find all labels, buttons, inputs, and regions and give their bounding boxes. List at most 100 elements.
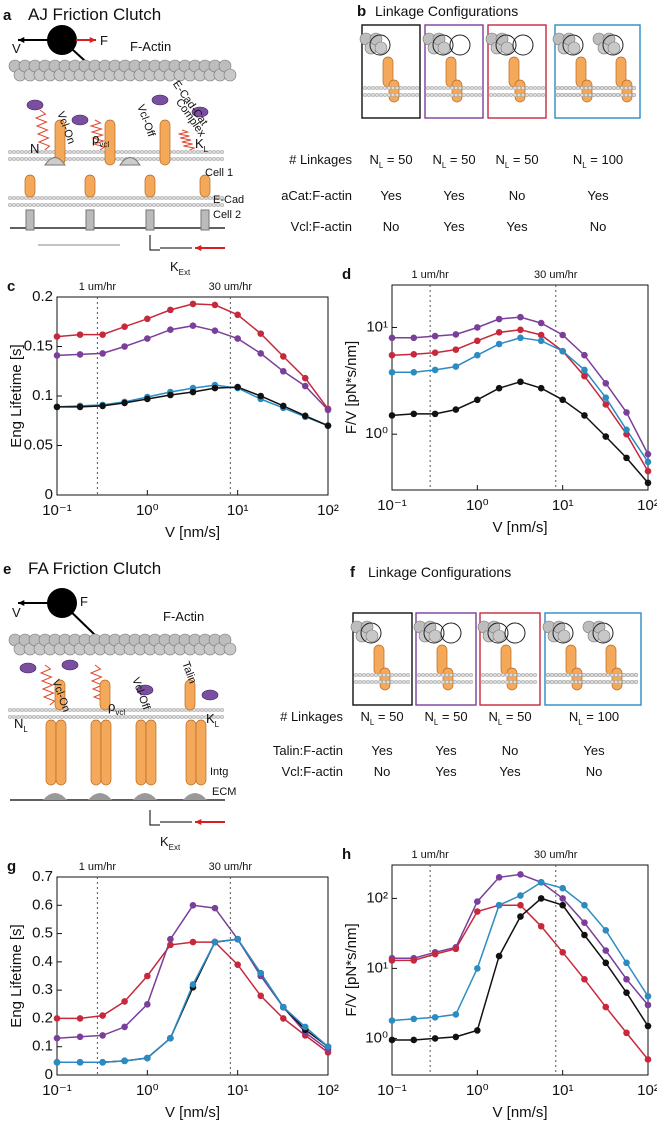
data-point: [602, 947, 610, 954]
cell-part: = 50: [438, 709, 467, 724]
panel-title-part: Linkage Configurations: [368, 564, 511, 580]
schematic-shape: [374, 41, 388, 55]
schematic-shape: [509, 85, 514, 90]
schematic-shape: [195, 715, 200, 720]
data-point: [121, 323, 128, 331]
x-tick-label: 10⁰: [136, 1082, 159, 1099]
x-tick-label: 10²: [637, 497, 657, 514]
schematic-shape: [525, 92, 530, 97]
schematic-shape: [417, 673, 422, 678]
schematic-shape: [19, 662, 37, 674]
schematic-shape: [387, 85, 392, 90]
schematic-shape: [360, 622, 382, 644]
schematic-shape: [449, 673, 454, 678]
schematic-shape: [570, 673, 575, 678]
schematic-shape: [558, 680, 563, 685]
schematic-shape: [175, 149, 180, 154]
data-point: [388, 351, 396, 359]
data-point: [279, 353, 287, 360]
schematic-shape: [119, 715, 124, 720]
cell: Yes: [587, 188, 609, 203]
cell-part: N: [488, 709, 497, 724]
schematic-shape: [621, 79, 633, 103]
data-point: [581, 901, 588, 909]
panel-letter-part: a: [3, 7, 12, 24]
schematic-shape: [115, 202, 120, 207]
schematic-shape: [163, 195, 168, 200]
x-tick-label: 10⁰: [466, 1082, 489, 1099]
schematic-shape: [375, 85, 380, 90]
schematic-shape: [179, 715, 184, 720]
x-tick-label: 10⁰: [466, 497, 489, 514]
schematic-shape: [481, 673, 486, 678]
cell-part: = 50: [374, 709, 403, 724]
schematic-shape: [111, 195, 116, 200]
schematic-shape: [541, 92, 546, 97]
schematic-shape: [379, 667, 391, 691]
label-part: N: [30, 141, 39, 156]
schematic-shape: [562, 673, 567, 678]
y-axis-label: Eng Lifetime [s]: [8, 924, 25, 1027]
cell: Yes: [435, 764, 457, 779]
label: V: [12, 41, 21, 56]
schematic-shape: [411, 92, 416, 97]
data-point: [474, 351, 481, 359]
x-tick-label: 10¹: [227, 1082, 249, 1099]
schematic-shape: [16, 156, 21, 161]
schematic-shape: [44, 708, 49, 713]
data-point: [257, 992, 265, 1000]
data-point: [211, 938, 219, 946]
schematic-shape: [91, 708, 96, 713]
schematic-shape: [155, 156, 160, 161]
panel-title-part: FA Friction Clutch: [28, 559, 161, 578]
schematic-shape: [143, 195, 148, 200]
schematic-shape: [147, 149, 152, 154]
data-point: [517, 334, 524, 342]
schematic-shape: [32, 195, 37, 200]
reference-label: 1 um/hr: [412, 849, 450, 861]
schematic-shape: [56, 202, 61, 207]
x-axis-label: V [nm/s]: [492, 519, 547, 536]
schematic-shape: [99, 202, 104, 207]
schematic-shape: [71, 149, 76, 154]
schematic-shape: [179, 195, 184, 200]
schematic-shape: [195, 195, 200, 200]
schematic-shape: [20, 715, 25, 720]
plot-frame: [391, 284, 649, 491]
data-point: [279, 367, 287, 375]
data-point: [559, 948, 566, 956]
row-label-part: Vcl:F-actin: [282, 764, 343, 779]
schematic-shape: [52, 202, 57, 207]
schematic-shape: [501, 680, 506, 685]
label-part: L: [204, 145, 209, 154]
schematic-shape: [421, 673, 426, 678]
data-point: [452, 1033, 460, 1041]
schematic-shape: [426, 92, 431, 97]
schematic-shape: [48, 149, 53, 154]
schematic-shape: [489, 85, 494, 90]
data-point: [452, 1011, 460, 1018]
schematic-shape: [470, 85, 475, 90]
cell-part: No: [374, 764, 391, 779]
cell-part: Yes: [583, 743, 605, 758]
panel-title-part: AJ Friction Clutch: [28, 5, 161, 24]
cell-part: N: [573, 152, 582, 167]
schematic-shape: [195, 149, 200, 154]
schematic-shape: [119, 202, 124, 207]
schematic-shape: [56, 715, 61, 720]
data-point: [99, 331, 106, 338]
schematic-shape: [474, 85, 479, 90]
data-point: [581, 412, 588, 419]
schematic-shape: [135, 195, 140, 200]
data-point: [53, 1015, 61, 1022]
data-point: [410, 957, 418, 964]
data-point: [517, 313, 524, 321]
panel-letter-part: f: [350, 564, 356, 581]
schematic-shape: [616, 92, 621, 97]
schematic-shape: [34, 109, 51, 151]
schematic-shape: [36, 195, 41, 200]
schematic-shape: [582, 680, 587, 685]
data-point: [76, 1015, 84, 1022]
y-axis-label: F/V [pN*s/nm]: [343, 923, 360, 1016]
schematic-shape: [521, 85, 526, 90]
